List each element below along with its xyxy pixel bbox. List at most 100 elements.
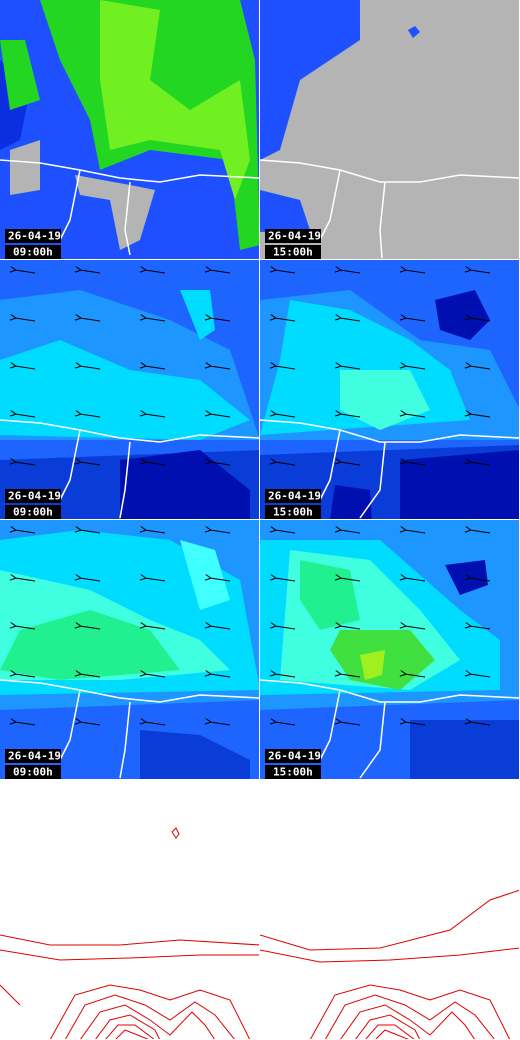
wind-arrow [80,414,101,418]
wind-arrow [145,722,166,726]
date-label: 26-04-19 [8,230,61,243]
time-label: 09:00h [13,506,53,519]
time-label: 15:00h [273,506,313,519]
time-label: 09:00h [13,766,53,779]
wind-arrow [275,462,296,466]
wind-arrow [145,674,166,678]
wind-arrow [340,414,361,418]
wind-arrow [145,626,166,630]
wind-arrow [145,366,166,370]
wind-arrow [145,462,166,466]
wind-arrow [405,626,426,630]
wind-arrow [15,674,36,678]
wind-arrow [470,626,491,630]
wind-arrow [210,414,231,418]
wind-arrow [210,270,231,274]
wind-arrow [470,414,491,418]
wind-arrow [275,318,296,322]
panel [260,889,519,1039]
wind-arrow [145,318,166,322]
wind-arrow [470,578,491,582]
wind-arrow [275,270,296,274]
wind-arrow [210,318,231,322]
wind-arrow [210,578,231,582]
wind-arrow [80,318,101,322]
wind-arrow [405,578,426,582]
label-bg [5,505,61,519]
wind-arrow [80,366,101,370]
wind-arrow [470,318,491,322]
wind-arrow [275,530,296,534]
wind-arrow [470,462,491,466]
label-bg [265,489,321,503]
panel [0,0,259,259]
wind-arrow [405,270,426,274]
wind-arrow [210,366,231,370]
label-bg [5,749,61,763]
date-label: 26-04-19 [8,750,61,763]
wind-arrow [405,530,426,534]
wind-arrow [405,462,426,466]
wind-arrow [340,626,361,630]
wind-arrow [15,530,36,534]
wind-arrow [405,318,426,322]
wind-arrow [340,722,361,726]
wind-arrow [275,366,296,370]
wind-arrow [340,270,361,274]
wind-arrow [15,578,36,582]
label-bg [265,765,321,779]
wind-arrow [80,530,101,534]
wind-arrow [80,722,101,726]
wind-arrow [15,318,36,322]
wind-arrow [470,270,491,274]
panel [0,260,259,519]
wind-arrow [275,674,296,678]
panel [0,520,259,779]
wind-arrow [340,530,361,534]
wind-arrow [210,722,231,726]
wind-arrow [275,578,296,582]
wind-arrow [145,414,166,418]
wind-arrow [145,530,166,534]
panel [260,260,519,519]
wind-arrow [145,270,166,274]
wind-arrow [405,674,426,678]
wind-arrow [470,674,491,678]
wind-arrow [470,530,491,534]
wind-arrow [340,318,361,322]
wind-arrow [80,578,101,582]
panel [260,0,519,259]
label-bg [265,749,321,763]
date-label: 26-04-19 [268,750,321,763]
wind-arrow [15,462,36,466]
wind-arrow [405,366,426,370]
label-bg [5,765,61,779]
wind-arrow [210,530,231,534]
wind-arrow [405,414,426,418]
wind-arrow [340,674,361,678]
panel [0,827,259,1039]
label-bg [5,245,61,259]
label-bg [265,505,321,519]
wind-arrow [405,722,426,726]
wind-arrow [80,462,101,466]
wind-arrow [340,366,361,370]
wind-arrow [275,722,296,726]
wind-arrow [210,462,231,466]
wind-arrow [340,578,361,582]
wind-arrow [340,462,361,466]
labels: 26-04-19 09:00h 26-04-19 15:00h 26-04-19 09:0… [5,229,321,779]
wind-arrow [470,722,491,726]
time-label: 09:00h [13,246,53,259]
label-bg [265,245,321,259]
label-bg [265,229,321,243]
wind-arrow [210,626,231,630]
wind-arrow [275,414,296,418]
wind-arrow [15,722,36,726]
date-label: 26-04-19 [268,490,321,503]
wind-arrow [15,414,36,418]
wind-arrow [15,366,36,370]
wind-arrow [80,626,101,630]
wind-arrow [15,626,36,630]
wind-arrow [145,578,166,582]
